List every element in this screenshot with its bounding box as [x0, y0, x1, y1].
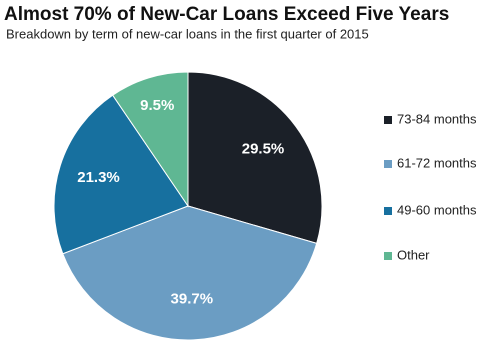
pie-slice [187, 71, 323, 245]
chart-title: Almost 70% of New-Car Loans Exceed Five … [4, 4, 449, 25]
pie-slice [53, 94, 189, 255]
value-label: 39.7% [171, 291, 214, 308]
pie-slice [111, 71, 189, 208]
value-label: 21.3% [77, 169, 120, 186]
legend-swatch [384, 252, 392, 260]
legend-label: 61-72 months [397, 155, 477, 170]
legend-swatch [384, 160, 392, 168]
chart-subtitle: Breakdown by term of new-car loans in th… [6, 26, 369, 41]
legend-swatch [384, 116, 392, 124]
legend-swatch [384, 207, 392, 215]
pie-slice [62, 205, 318, 341]
legend-label: 73-84 months [397, 111, 477, 126]
value-label: 29.5% [242, 141, 285, 158]
value-label: 9.5% [140, 97, 174, 114]
legend-label: 49-60 months [397, 202, 477, 217]
legend-label: Other [397, 247, 430, 262]
